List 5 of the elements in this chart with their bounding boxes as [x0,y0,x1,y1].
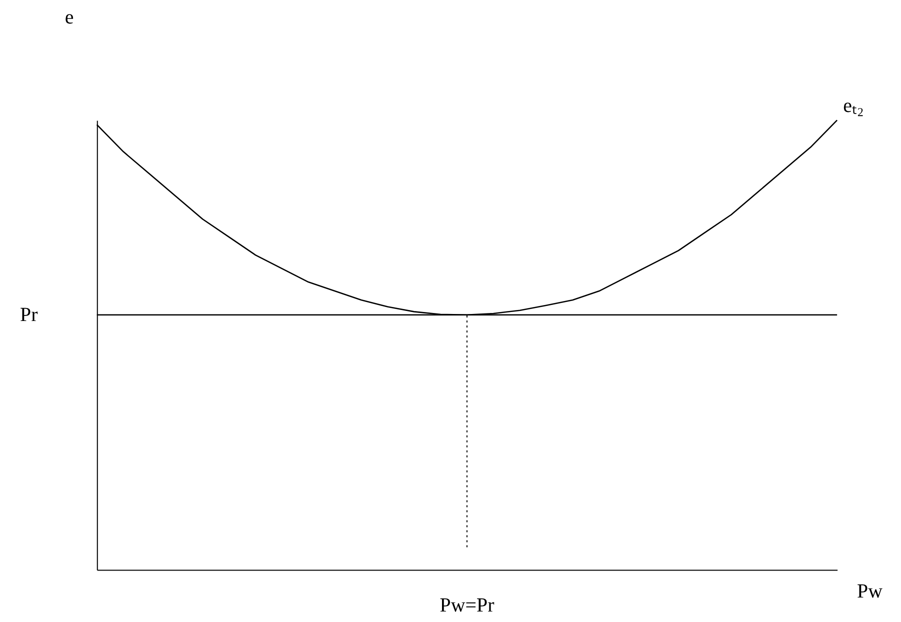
text: Pw=Pr [440,594,495,617]
series-label: eₜ₂ [843,95,864,118]
x-axis-title: Pw [857,580,884,603]
y-axis-title: e [64,6,74,28]
ref-line-label: Pr [20,304,38,326]
